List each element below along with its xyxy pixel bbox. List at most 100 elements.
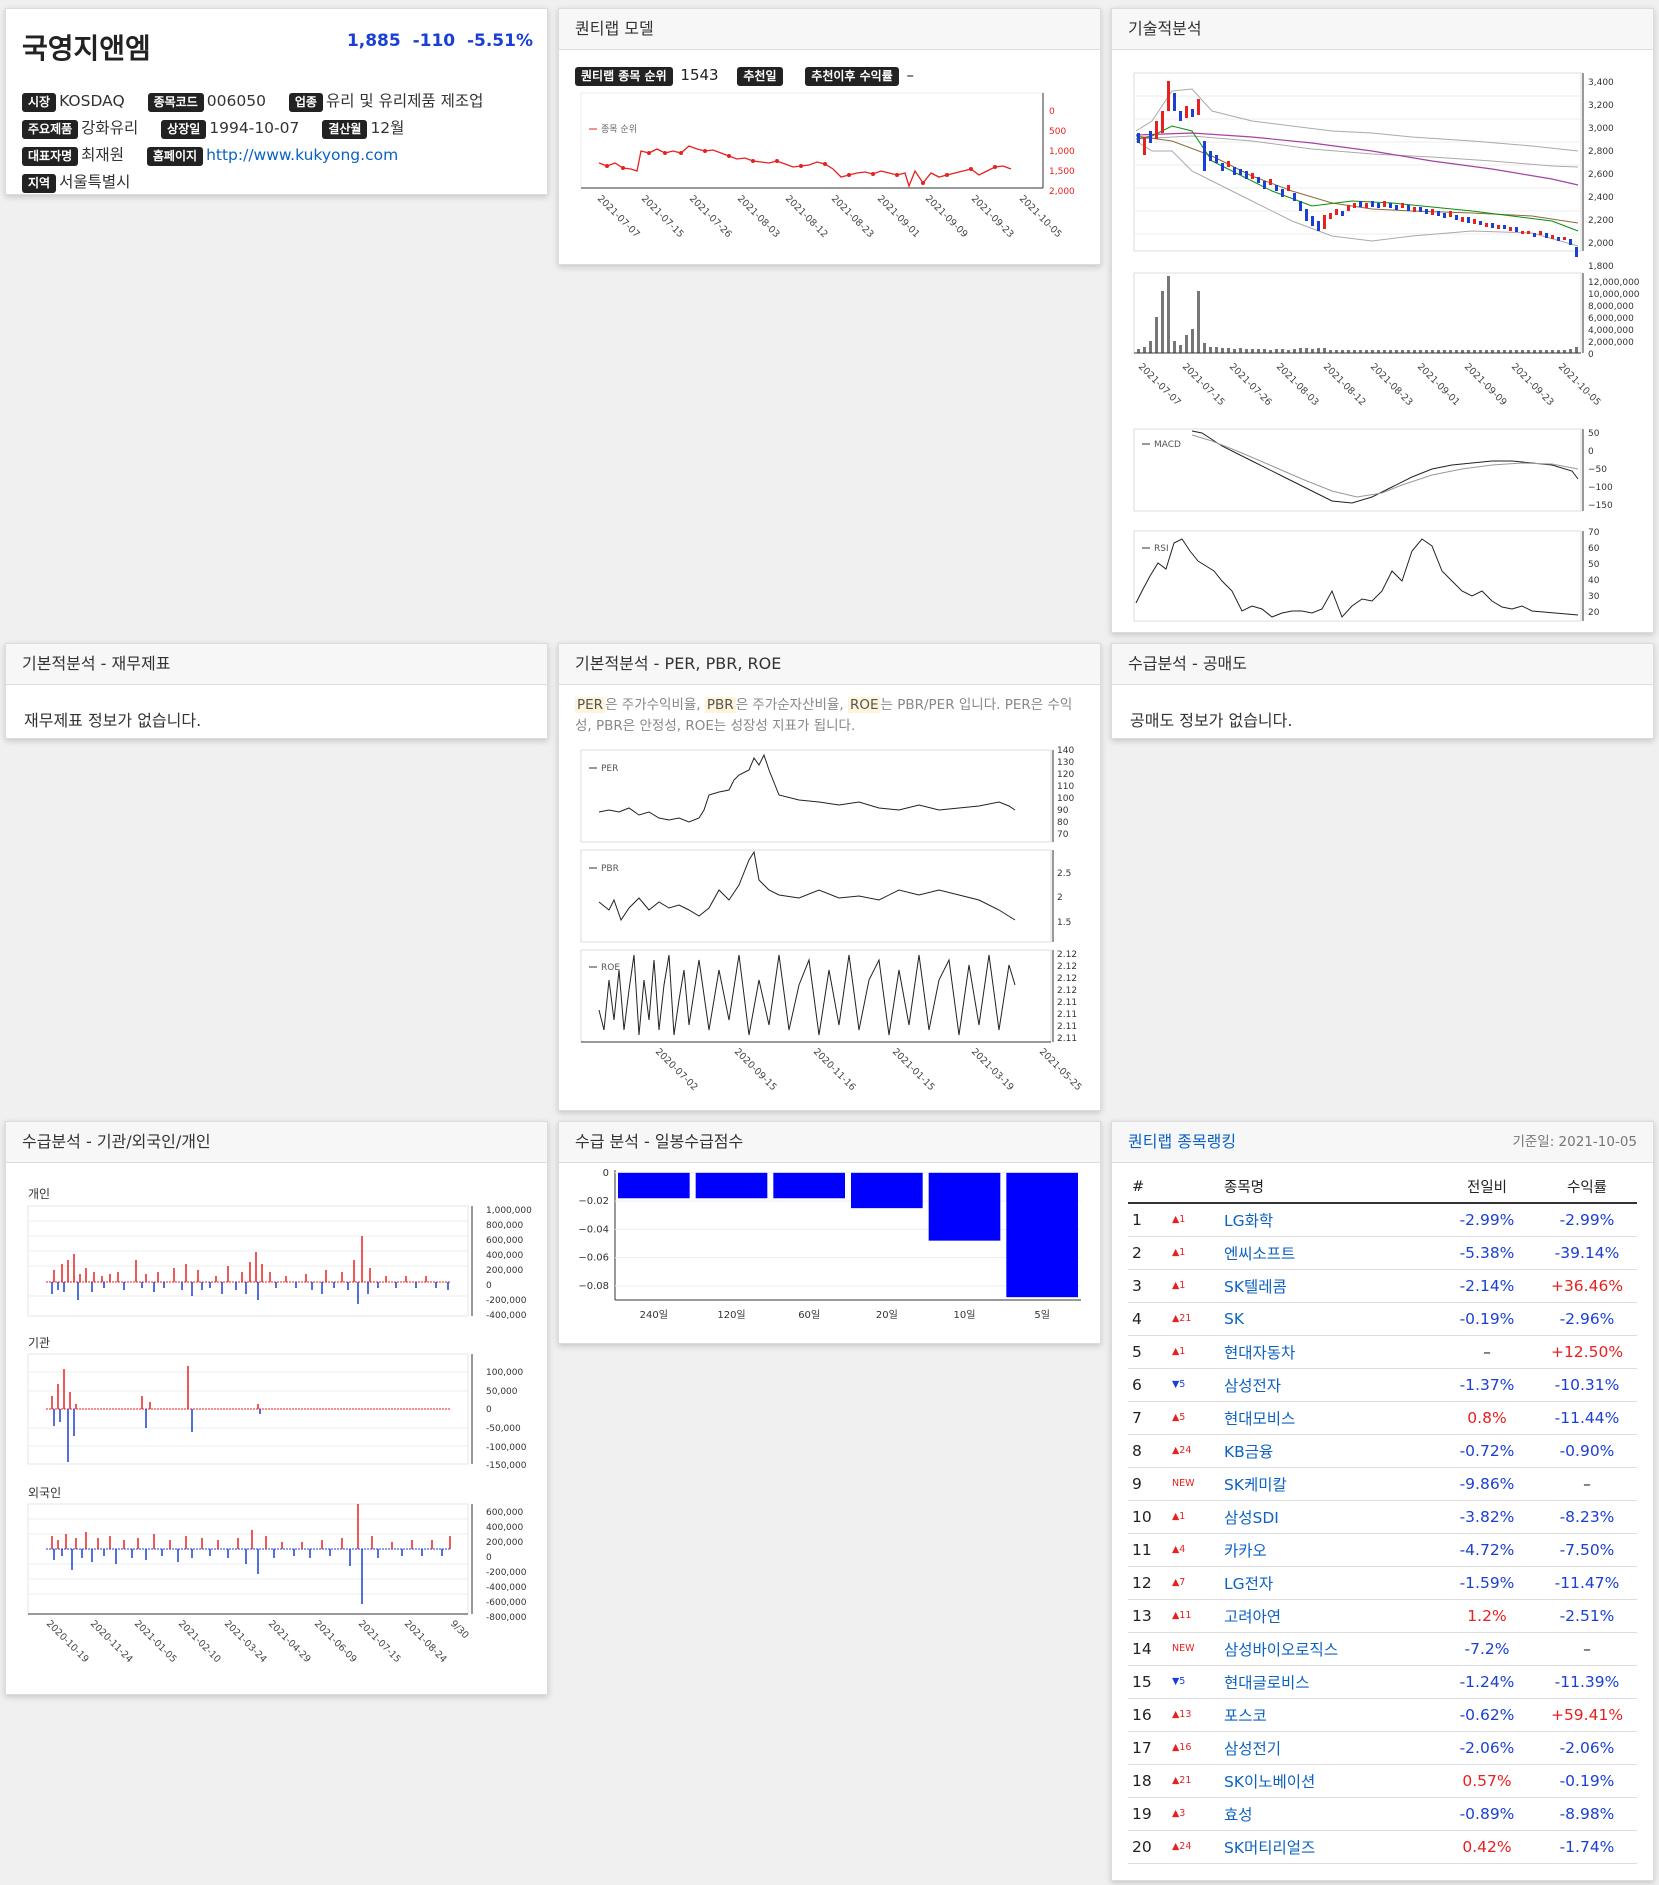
roe-tick: 2.11 (1057, 1022, 1077, 1032)
stock-link[interactable]: SK머티리얼즈 (1220, 1830, 1437, 1864)
stock-link[interactable]: 포스코 (1220, 1698, 1437, 1732)
rank-move: ▲5 (1168, 1401, 1220, 1435)
ranking-row[interactable]: 13 ▲11 고려아연 1.2% -2.51% (1128, 1599, 1637, 1633)
rank-x-tick: 2021-10-05 (1017, 193, 1064, 240)
per-tick: 130 (1057, 758, 1074, 768)
stock-link[interactable]: 효성 (1220, 1797, 1437, 1831)
daily-change: -2.06% (1437, 1731, 1537, 1765)
stock-link[interactable]: LG전자 (1220, 1566, 1437, 1600)
stock-link[interactable]: 삼성SDI (1220, 1500, 1437, 1534)
rsi-tick: 20 (1588, 608, 1600, 618)
ranking-row[interactable]: 17 ▲16 삼성전기 -2.06% -2.06% (1128, 1731, 1637, 1765)
ranking-title[interactable]: 퀀티랩 종목랭킹 (1128, 1132, 1237, 1151)
rank-number: 10 (1128, 1500, 1168, 1534)
ranking-row[interactable]: 6 ▼5 삼성전자 -1.37% -10.31% (1128, 1368, 1637, 1402)
stock-link[interactable]: SK텔레콤 (1220, 1269, 1437, 1303)
roe-tick: 2.12 (1057, 986, 1077, 996)
ratios-card: 기본적분석 - PER, PBR, ROE PER 은 주가수익비율, PBR 은 … (558, 643, 1101, 1111)
ratios-description: PER 은 주가수익비율, PBR 은 주가순자산비율, ROE 는 PBR/PER … (559, 685, 1100, 737)
stock-link[interactable]: 삼성전자 (1220, 1368, 1437, 1402)
score-bar (928, 1172, 1001, 1241)
stock-link[interactable]: SK케미칼 (1220, 1467, 1437, 1501)
rank-y-tick: 1,000 (1049, 147, 1075, 157)
col-rank: # (1128, 1171, 1168, 1204)
tech-x-tick: 2021-07-15 (1180, 361, 1227, 408)
homepage-link[interactable]: http://www.kukyong.com (206, 146, 399, 164)
return-rate: -11.39% (1537, 1665, 1637, 1699)
stock-link[interactable]: 현대자동차 (1220, 1335, 1437, 1369)
foreign-y-ticks: 600,000 400,000 200,000 0 -200,000 -400,… (486, 1508, 527, 1623)
ranking-row[interactable]: 16 ▲13 포스코 -0.62% +59.41% (1128, 1698, 1637, 1732)
ranking-row[interactable]: 19 ▲3 효성 -0.89% -8.98% (1128, 1797, 1637, 1831)
institution-tick: 50,000 (486, 1387, 518, 1397)
ratios-header: 기본적분석 - PER, PBR, ROE (559, 644, 1100, 685)
ratios-chart: PER 140 130 120 110 100 90 80 70 PBR 2.5… (580, 746, 1084, 1093)
rank-move: ▲24 (1168, 1830, 1220, 1864)
region-label: 지역 (22, 174, 57, 193)
rank-number: 20 (1128, 1830, 1168, 1864)
ranking-row[interactable]: 18 ▲21 SK이노베이션 0.57% -0.19% (1128, 1764, 1637, 1798)
pbr-desc: 은 주가순자산비율, (735, 697, 844, 713)
stock-link[interactable]: LG화학 (1220, 1203, 1437, 1237)
volume-tick: 8,000,000 (1588, 302, 1634, 312)
ranking-row[interactable]: 11 ▲4 카카오 -4.72% -7.50% (1128, 1533, 1637, 1567)
ratios-x-tick: 2021-03-19 (969, 1046, 1016, 1093)
ranking-row[interactable]: 3 ▲1 SK텔레콤 -2.14% +36.46% (1128, 1269, 1637, 1303)
rank-number: 9 (1128, 1467, 1168, 1501)
rank-y-tick: 1,500 (1049, 167, 1075, 177)
institution-tick: -50,000 (486, 1424, 521, 1434)
price-tick: 1,800 (1588, 262, 1614, 272)
stock-link[interactable]: 카카오 (1220, 1533, 1437, 1567)
info-row-4: 지역 서울특별시 (22, 170, 531, 193)
ranking-row[interactable]: 12 ▲7 LG전자 -1.59% -11.47% (1128, 1566, 1637, 1600)
volume-tick: 2,000,000 (1588, 338, 1634, 348)
ranking-row[interactable]: 9 NEW SK케미칼 -9.86% – (1128, 1467, 1637, 1501)
investors-x-tick: 2021-01-05 (132, 1618, 179, 1665)
rsi-tick: 60 (1588, 544, 1600, 554)
rank-number: 8 (1128, 1434, 1168, 1468)
roe-tick: 2.12 (1057, 950, 1077, 960)
stock-link[interactable]: 엔씨소프트 (1220, 1236, 1437, 1270)
per-tick: 80 (1057, 818, 1069, 828)
ranking-row[interactable]: 4 ▲21 SK -0.19% -2.96% (1128, 1302, 1637, 1336)
ranking-row[interactable]: 20 ▲24 SK머티리얼즈 0.42% -1.74% (1128, 1830, 1637, 1864)
roe-tick: 2.11 (1057, 998, 1077, 1008)
ranking-row[interactable]: 2 ▲1 엔씨소프트 -5.38% -39.14% (1128, 1236, 1637, 1270)
rank-x-tick: 2021-08-23 (829, 193, 876, 240)
investors-card: 수급분석 - 기관/외국인/개인 개인 1,000,000 800,000 60… (5, 1121, 548, 1695)
ranking-row[interactable]: 1 ▲1 LG화학 -2.99% -2.99% (1128, 1203, 1637, 1237)
macd-label: MACD (1154, 440, 1181, 450)
roe-y-ticks: 2.12 2.12 2.12 2.12 2.11 2.11 2.11 2.11 (1057, 950, 1077, 1044)
daily-change: 0.8% (1437, 1401, 1537, 1435)
ranking-row[interactable]: 7 ▲5 현대모비스 0.8% -11.44% (1128, 1401, 1637, 1435)
investors-header: 수급분석 - 기관/외국인/개인 (6, 1122, 547, 1163)
ranking-row[interactable]: 5 ▲1 현대자동차 – +12.50% (1128, 1335, 1637, 1369)
macd-tick: 0 (1588, 447, 1594, 457)
investors-x-tick: 2021-07-15 (356, 1618, 403, 1665)
rank-move: ▼5 (1168, 1368, 1220, 1402)
rank-number: 3 (1128, 1269, 1168, 1303)
stock-link[interactable]: 현대모비스 (1220, 1401, 1437, 1435)
rank-move: ▲1 (1168, 1236, 1220, 1270)
stock-link[interactable]: 삼성전기 (1220, 1731, 1437, 1765)
foreign-label: 외국인 (28, 1486, 61, 1500)
stock-link[interactable]: 고려아연 (1220, 1599, 1437, 1633)
stock-link[interactable]: KB금융 (1220, 1434, 1437, 1468)
ranking-body: 1 ▲1 LG화학 -2.99% -2.99% 2 ▲1 엔씨소프트 -5.38% -39.14%… (1128, 1203, 1637, 1864)
institution-y-ticks: 100,000 50,000 0 -50,000 -100,000 -150,0… (486, 1368, 527, 1471)
ranking-row[interactable]: 15 ▼5 현대글로비스 -1.24% -11.39% (1128, 1665, 1637, 1699)
investors-x-tick: 2021-03-24 (222, 1618, 269, 1665)
stock-link[interactable]: 현대글로비스 (1220, 1665, 1437, 1699)
ranking-row[interactable]: 14 NEW 삼성바이오로직스 -7.2% – (1128, 1632, 1637, 1666)
individual-pos-bars (53, 1236, 427, 1282)
score-bar (695, 1172, 768, 1199)
info-row-1: 시장 KOSDAQ 종목코드 006050 업종 유리 및 유리제품 제조업 (22, 89, 531, 112)
rank-x-ticks: 2021-07-07 2021-07-15 2021-07-26 2021-08… (595, 193, 1064, 240)
ranking-row[interactable]: 8 ▲24 KB금융 -0.72% -0.90% (1128, 1434, 1637, 1468)
stock-link[interactable]: SK (1220, 1302, 1437, 1336)
stock-link[interactable]: SK이노베이션 (1220, 1764, 1437, 1798)
ranking-row[interactable]: 10 ▲1 삼성SDI -3.82% -8.23% (1128, 1500, 1637, 1534)
stock-link[interactable]: 삼성바이오로직스 (1220, 1632, 1437, 1666)
price-tick: 2,400 (1588, 193, 1614, 203)
return-rate: – (1537, 1632, 1637, 1666)
